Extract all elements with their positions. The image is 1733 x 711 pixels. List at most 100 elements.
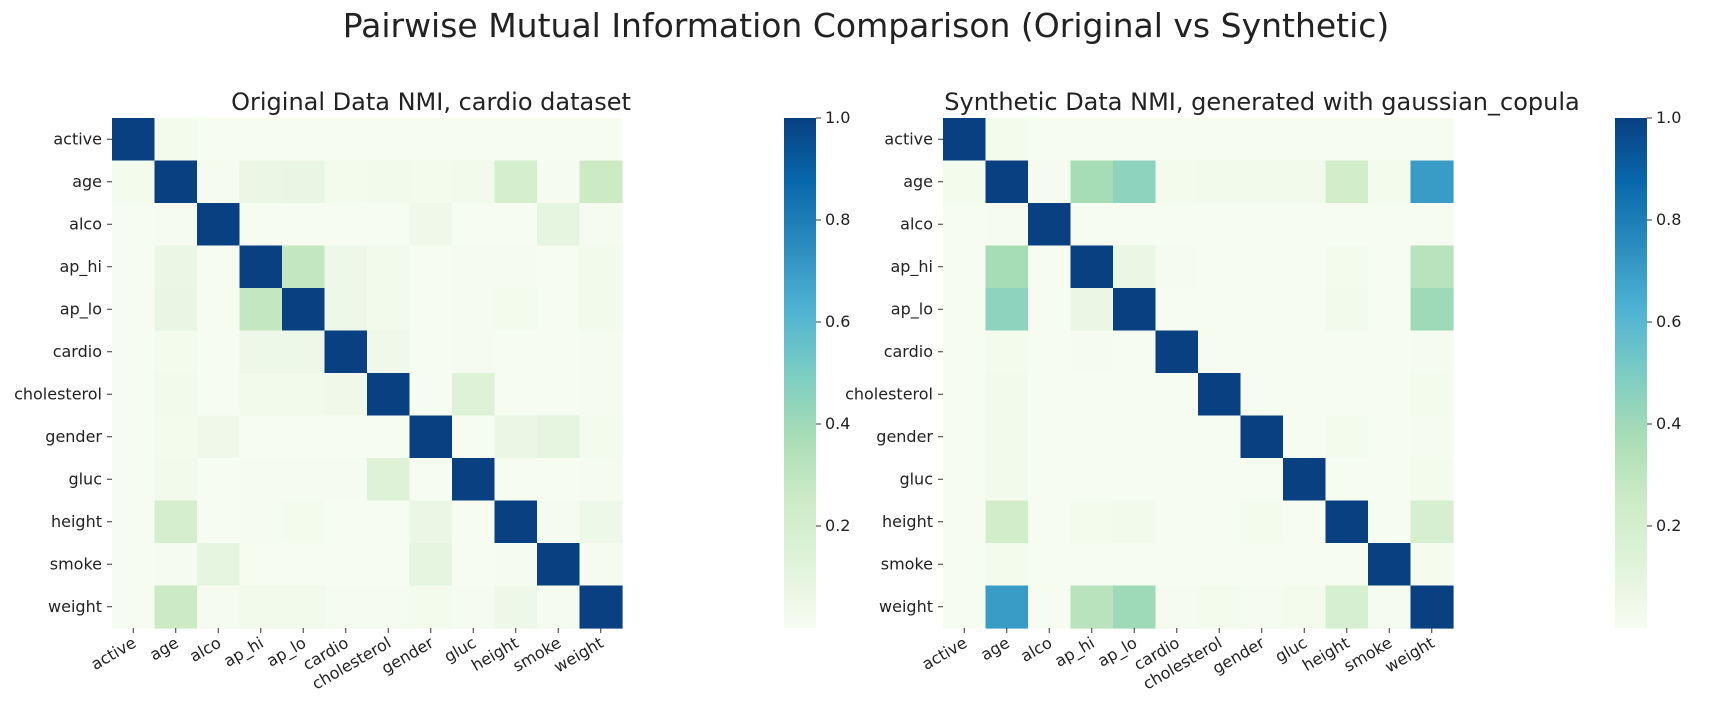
- heatmap-cell-ap_lo-weight: [579, 288, 623, 332]
- heatmap-cell-cholesterol-active: [112, 373, 156, 417]
- heatmap-cell-cholesterol-cardio: [324, 373, 368, 417]
- y-tick-label-cardio: cardio: [53, 342, 102, 361]
- heatmap-cell-gender-cardio: [324, 415, 368, 459]
- heatmap-cell-height-cardio: [324, 500, 368, 544]
- heatmap-cell-gluc-active: [112, 458, 156, 502]
- heatmap-cell-gender-gluc: [1283, 415, 1327, 459]
- heatmap-cell-ap_lo-active: [112, 288, 156, 332]
- heatmap-cell-smoke-alco: [197, 543, 241, 587]
- heatmap-cell-height-active: [112, 500, 156, 544]
- heatmap-cell-gender-gender: [409, 415, 453, 459]
- heatmap-cell-height-gender: [409, 500, 453, 544]
- heatmap-cell-height-smoke: [1368, 500, 1412, 544]
- heatmap-cell-cardio-gender: [409, 330, 453, 374]
- heatmap-cell-weight-cholesterol: [1198, 585, 1242, 629]
- heatmap-cell-weight-age: [154, 585, 198, 629]
- heatmap-cell-active-cardio: [324, 118, 368, 162]
- heatmap-cell-cholesterol-alco: [1028, 373, 1072, 417]
- heatmap-cell-alco-active: [112, 203, 156, 247]
- x-tick-label-age: age: [146, 633, 181, 664]
- heatmap-cell-active-gender: [409, 118, 453, 162]
- heatmap-cell-gluc-cardio: [1155, 458, 1199, 502]
- heatmap-cell-weight-gluc: [1283, 585, 1327, 629]
- heatmap-cell-alco-ap_hi: [1070, 203, 1114, 247]
- heatmap-cell-weight-gender: [409, 585, 453, 629]
- heatmap-cell-age-smoke: [1368, 160, 1412, 204]
- heatmap-cell-smoke-active: [943, 543, 987, 587]
- heatmap-cell-cholesterol-weight: [1410, 373, 1454, 417]
- heatmap-cell-ap_hi-height: [494, 245, 538, 289]
- heatmap-cell-active-age: [154, 118, 198, 162]
- heatmap-cell-active-alco: [197, 118, 241, 162]
- heatmap-cell-active-cholesterol: [367, 118, 411, 162]
- x-tick-label-ap_lo: ap_lo: [1094, 633, 1141, 671]
- heatmap-cell-active-height: [1325, 118, 1369, 162]
- heatmap-cell-cardio-gluc: [452, 330, 496, 374]
- heatmap-cell-smoke-cardio: [1155, 543, 1199, 587]
- heatmap-cell-height-cholesterol: [1198, 500, 1242, 544]
- heatmap-cell-cholesterol-ap_hi: [239, 373, 283, 417]
- heatmap-cell-alco-age: [985, 203, 1029, 247]
- heatmap-cell-alco-gluc: [452, 203, 496, 247]
- heatmap-cell-weight-weight: [1410, 585, 1454, 629]
- heatmap-cell-age-active: [112, 160, 156, 204]
- heatmap-cell-cardio-ap_hi: [1070, 330, 1114, 374]
- heatmap-panel-original: Original Data NMI, cardio dataset active…: [14, 88, 850, 693]
- heatmap-cell-weight-cholesterol: [367, 585, 411, 629]
- heatmap-cell-cholesterol-height: [1325, 373, 1369, 417]
- heatmap-cell-ap_lo-alco: [197, 288, 241, 332]
- heatmap-cell-ap_hi-cardio: [324, 245, 368, 289]
- heatmap-cell-ap_hi-age: [985, 245, 1029, 289]
- heatmap-cell-cholesterol-age: [985, 373, 1029, 417]
- heatmap-cell-weight-cardio: [324, 585, 368, 629]
- heatmap-cell-cholesterol-smoke: [1368, 373, 1412, 417]
- heatmap-cell-ap_hi-weight: [1410, 245, 1454, 289]
- heatmap-cell-cardio-cardio: [1155, 330, 1199, 374]
- heatmap-cell-gender-ap_hi: [239, 415, 283, 459]
- heatmap-cell-age-cholesterol: [367, 160, 411, 204]
- heatmap-cell-height-ap_hi: [1070, 500, 1114, 544]
- heatmap-cell-cholesterol-cholesterol: [367, 373, 411, 417]
- heatmap-cell-gender-height: [1325, 415, 1369, 459]
- heatmap-cell-height-alco: [197, 500, 241, 544]
- heatmap-cell-gender-alco: [1028, 415, 1072, 459]
- heatmap-cell-alco-smoke: [1368, 203, 1412, 247]
- heatmap-cell-age-height: [494, 160, 538, 204]
- heatmap-cell-gluc-cardio: [324, 458, 368, 502]
- heatmap-cell-cholesterol-age: [154, 373, 198, 417]
- heatmap-cell-gluc-alco: [1028, 458, 1072, 502]
- heatmap-cell-cardio-smoke: [537, 330, 581, 374]
- heatmap-cell-active-ap_lo: [1113, 118, 1157, 162]
- y-tick-label-age: age: [72, 172, 102, 191]
- heatmap-cell-active-gender: [1240, 118, 1284, 162]
- heatmap-cell-ap_lo-alco: [1028, 288, 1072, 332]
- heatmap-cell-cardio-weight: [579, 330, 623, 374]
- heatmap-cell-gluc-ap_lo: [282, 458, 326, 502]
- heatmap-cell-active-weight: [579, 118, 623, 162]
- heatmap-cell-weight-height: [494, 585, 538, 629]
- heatmap-cell-ap_lo-smoke: [1368, 288, 1412, 332]
- heatmap-cell-cardio-height: [494, 330, 538, 374]
- x-tick-label-weight: weight: [1382, 633, 1438, 676]
- heatmap-cell-cholesterol-ap_lo: [1113, 373, 1157, 417]
- heatmap-cell-cardio-height: [1325, 330, 1369, 374]
- heatmap-cell-gluc-gluc: [452, 458, 496, 502]
- heatmap-cell-ap_hi-cholesterol: [367, 245, 411, 289]
- heatmap-cell-gender-age: [985, 415, 1029, 459]
- heatmap-cell-ap_hi-cholesterol: [1198, 245, 1242, 289]
- heatmap-cell-age-active: [943, 160, 987, 204]
- heatmap-cell-smoke-weight: [579, 543, 623, 587]
- heatmap-cell-cholesterol-cardio: [1155, 373, 1199, 417]
- heatmap-cell-ap_hi-ap_lo: [282, 245, 326, 289]
- heatmap-cell-active-gluc: [1283, 118, 1327, 162]
- heatmap-cell-weight-cardio: [1155, 585, 1199, 629]
- heatmap-cell-ap_lo-cholesterol: [1198, 288, 1242, 332]
- heatmap-cell-cholesterol-weight: [579, 373, 623, 417]
- heatmap-cell-ap_lo-cardio: [324, 288, 368, 332]
- heatmap-cell-ap_lo-ap_lo: [282, 288, 326, 332]
- heatmap-cell-height-gluc: [1283, 500, 1327, 544]
- heatmap-cell-age-gluc: [452, 160, 496, 204]
- heatmap-cell-active-gluc: [452, 118, 496, 162]
- y-tick-label-age: age: [903, 172, 933, 191]
